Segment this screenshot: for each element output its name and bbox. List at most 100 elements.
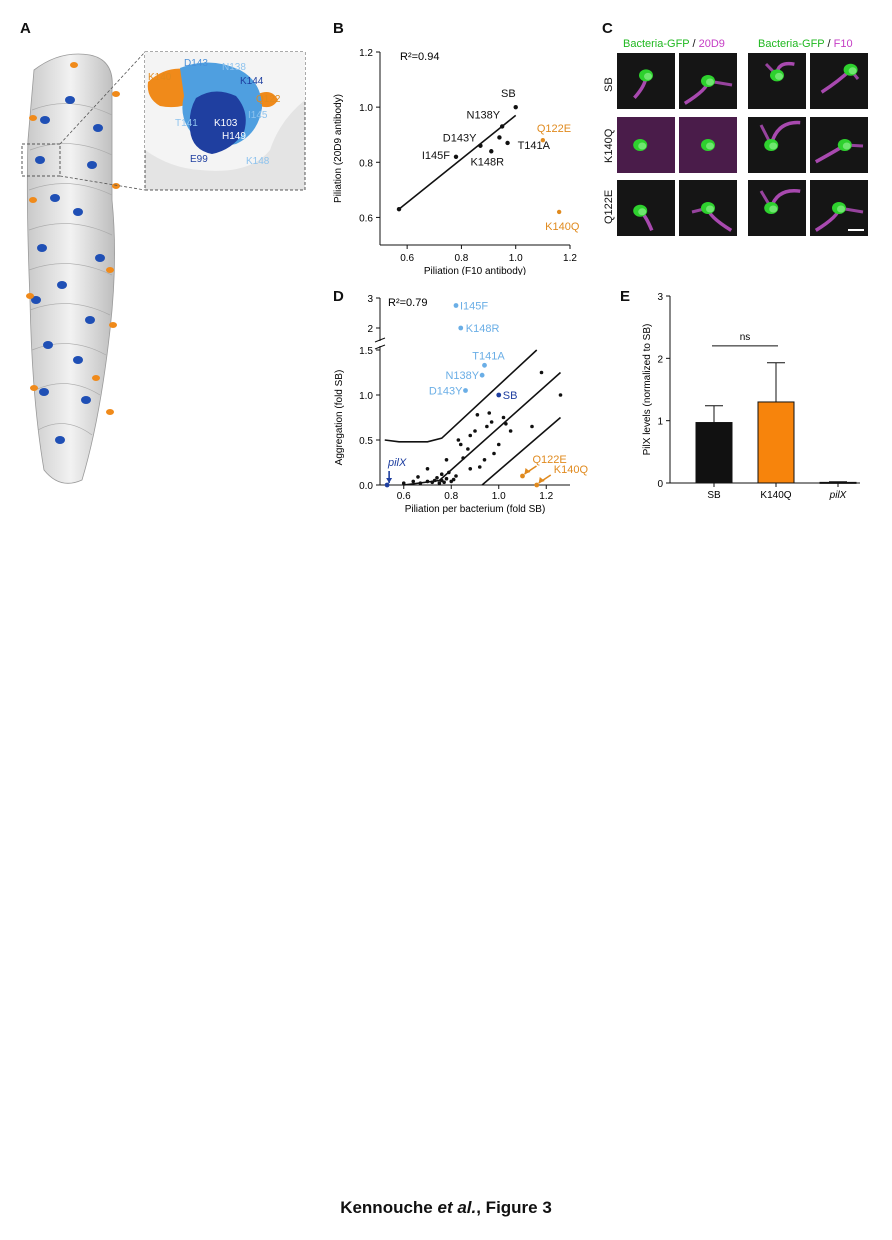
b-point-label: I145F: [422, 150, 450, 162]
d-labeled-point: [534, 482, 540, 488]
pilus-subunit-ridges: [28, 103, 113, 436]
d-data-point: [475, 413, 480, 417]
d-labeled-point: [482, 362, 487, 368]
chart-b-piliation-scatter: 0.6 0.8 1.0 1.2 0.6 0.8 1.0 1.2 Piliation (F10 a…: [333, 48, 580, 275]
e-significance-label: ns: [740, 332, 751, 343]
d-x-tick-label: 0.8: [444, 491, 458, 502]
d-data-point: [444, 476, 449, 481]
b-r2-annotation: R²=0.94: [400, 51, 439, 63]
d-point-label: I145F: [460, 301, 488, 313]
d-point-label: T141A: [472, 350, 505, 362]
b-y-axis-label: Piliation (20D9 antibody): [333, 94, 344, 203]
inset-label-8: H149: [222, 131, 246, 142]
blue-patches: [31, 96, 105, 444]
d-labeled-point: [384, 482, 390, 488]
d-labeled-point: [453, 303, 459, 308]
b-data-point: [478, 143, 483, 148]
panel-letter-b: B: [333, 20, 344, 37]
d-y-tick-label: 0.5: [359, 436, 373, 447]
micrograph-k140q-f10: [748, 117, 806, 173]
e-y-tick-label: 1: [657, 417, 663, 428]
b-point-label: N138Y: [467, 109, 501, 121]
b-data-point: [505, 140, 510, 146]
e-x-tick-label: K140Q: [760, 490, 791, 501]
inset-label-10: K148: [246, 156, 270, 167]
d-data-point: [485, 424, 489, 429]
e-y-tick-label: 2: [657, 354, 663, 365]
e-y-axis-label: PilX levels (normalized to SB): [642, 324, 653, 456]
panel-letter-d: D: [333, 288, 344, 305]
micrograph-sb-20d9: [617, 53, 675, 109]
d-data-point: [432, 478, 437, 483]
d-labeled-point: [458, 325, 464, 331]
d-r2-annotation: R²=0.79: [388, 297, 427, 309]
d-data-point: [504, 422, 508, 426]
d-data-point: [482, 458, 487, 462]
d-data-point: [539, 370, 544, 375]
inset-label-5: T141: [175, 118, 198, 129]
micrograph-sb-f10: [748, 53, 806, 109]
b-y-tick-label: 0.6: [359, 213, 373, 224]
b-point-label: K140Q: [545, 221, 580, 233]
d-point-label: N138Y: [445, 370, 479, 382]
d-data-point: [508, 429, 513, 433]
d-fit-line: [481, 416, 562, 486]
d-data-point: [468, 467, 473, 471]
d-data-point: [447, 470, 451, 475]
b-fit-line: [398, 114, 517, 210]
inset-label-7: K103: [214, 118, 238, 129]
d-data-point: [496, 442, 501, 447]
d-fit-line: [384, 349, 538, 443]
d-data-point: [439, 472, 444, 476]
d-data-point: [468, 433, 473, 438]
figure-caption: Kennouche et al., Figure 3: [340, 1198, 552, 1217]
d-data-point: [418, 481, 423, 485]
d-point-label: Q122E: [533, 454, 567, 466]
d-labeled-point: [463, 388, 468, 393]
d-data-point: [487, 411, 492, 415]
b-data-point: [396, 206, 402, 212]
chart-e-pilx-levels: 0 1 2 3 PilX levels (normalized to SB) SB K140…: [642, 292, 860, 501]
row-head-q122e: Q122E: [603, 189, 615, 224]
micrograph-q122e-20d9: [679, 180, 737, 236]
e-y-tick-label: 0: [657, 479, 663, 490]
d-data-point: [444, 458, 449, 462]
inset-darkblue-surface: [189, 91, 246, 154]
d-point-label: D143Y: [429, 386, 463, 398]
d-y-tick-label: 1.0: [359, 391, 373, 402]
d-data-point: [492, 451, 496, 456]
d-data-point: [473, 429, 477, 433]
col-head-20d9: Bacteria-GFP / 20D9: [623, 38, 725, 50]
b-data-point: [453, 154, 459, 159]
d-data-point: [501, 415, 506, 420]
d-point-label: K148R: [466, 323, 500, 335]
micrograph-q122e-20d9: [617, 180, 675, 236]
d-labeled-point: [520, 473, 525, 479]
b-data-point: [513, 104, 518, 110]
pilus-structure-figure: K140 D143 N138 K144 Q122 T141 I145 K103 …: [21, 51, 306, 484]
b-data-point: [497, 135, 502, 140]
d-data-point: [425, 479, 430, 484]
panel-letter-c: C: [602, 20, 613, 37]
b-x-tick-label: 0.8: [454, 253, 468, 264]
d-data-point: [454, 474, 458, 478]
d-point-label: SB: [503, 390, 518, 402]
panel-letter-a: A: [20, 20, 31, 37]
d-data-point: [466, 447, 470, 451]
inset-label-2: N138: [222, 62, 246, 73]
e-bar: [695, 422, 733, 484]
d-data-point: [456, 438, 461, 442]
d-labeled-point: [479, 372, 485, 378]
d-data-point: [558, 393, 563, 397]
b-x-axis-label: Piliation (F10 antibody): [424, 266, 526, 275]
b-x-tick-label: 1.0: [509, 253, 523, 264]
d-data-point: [435, 476, 439, 480]
b-point-label: D143Y: [443, 133, 477, 145]
e-y-tick-label: 3: [657, 292, 663, 303]
inset-label-1: D143: [184, 58, 208, 69]
e-x-tick-label: SB: [707, 490, 721, 501]
inset-label-3: K144: [240, 76, 264, 87]
inset-label-6: I145: [248, 110, 268, 121]
b-data-point: [489, 149, 494, 154]
micrograph-k140q-f10: [810, 117, 868, 173]
